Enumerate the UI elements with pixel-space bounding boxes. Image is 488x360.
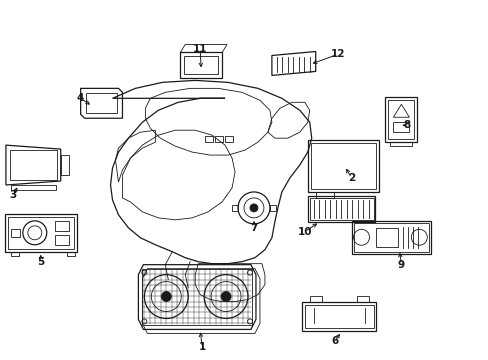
Bar xyxy=(269,205,275,211)
Bar xyxy=(353,223,428,252)
Text: 8: 8 xyxy=(403,120,410,130)
Bar xyxy=(393,122,408,132)
Text: 4: 4 xyxy=(77,93,84,103)
Bar xyxy=(376,228,398,247)
Bar xyxy=(307,196,375,222)
Bar xyxy=(389,142,411,146)
Bar xyxy=(11,185,56,190)
Text: 5: 5 xyxy=(37,257,44,267)
Bar xyxy=(55,235,68,245)
Ellipse shape xyxy=(161,292,171,302)
Text: 6: 6 xyxy=(330,336,338,346)
Bar xyxy=(8,217,74,249)
Bar xyxy=(10,150,57,180)
Text: 3: 3 xyxy=(9,190,17,200)
Bar xyxy=(184,57,218,75)
Bar xyxy=(356,296,368,302)
Text: 2: 2 xyxy=(347,173,354,183)
Bar xyxy=(301,302,376,332)
Bar xyxy=(5,214,77,252)
Bar xyxy=(307,140,379,192)
Text: 9: 9 xyxy=(397,260,404,270)
Bar xyxy=(180,53,222,78)
Bar xyxy=(385,97,416,142)
Bar xyxy=(351,221,430,254)
Bar xyxy=(310,143,376,189)
Text: 11: 11 xyxy=(193,44,207,54)
Bar xyxy=(55,221,68,231)
Bar xyxy=(309,198,373,220)
Ellipse shape xyxy=(221,292,230,302)
Bar xyxy=(205,136,213,142)
Bar xyxy=(215,136,223,142)
Bar xyxy=(224,136,233,142)
Text: 12: 12 xyxy=(330,49,344,59)
Bar xyxy=(232,205,238,211)
Text: 10: 10 xyxy=(297,227,311,237)
Bar xyxy=(85,93,117,113)
Bar xyxy=(309,296,321,302)
Bar xyxy=(61,155,68,175)
Bar xyxy=(11,229,20,237)
Ellipse shape xyxy=(249,204,258,212)
Text: 1: 1 xyxy=(198,342,205,352)
Bar xyxy=(387,100,413,139)
Bar xyxy=(66,252,75,256)
Bar xyxy=(315,192,333,198)
Text: 7: 7 xyxy=(250,223,257,233)
Bar xyxy=(142,269,251,325)
Bar xyxy=(304,305,373,328)
Bar xyxy=(11,252,19,256)
